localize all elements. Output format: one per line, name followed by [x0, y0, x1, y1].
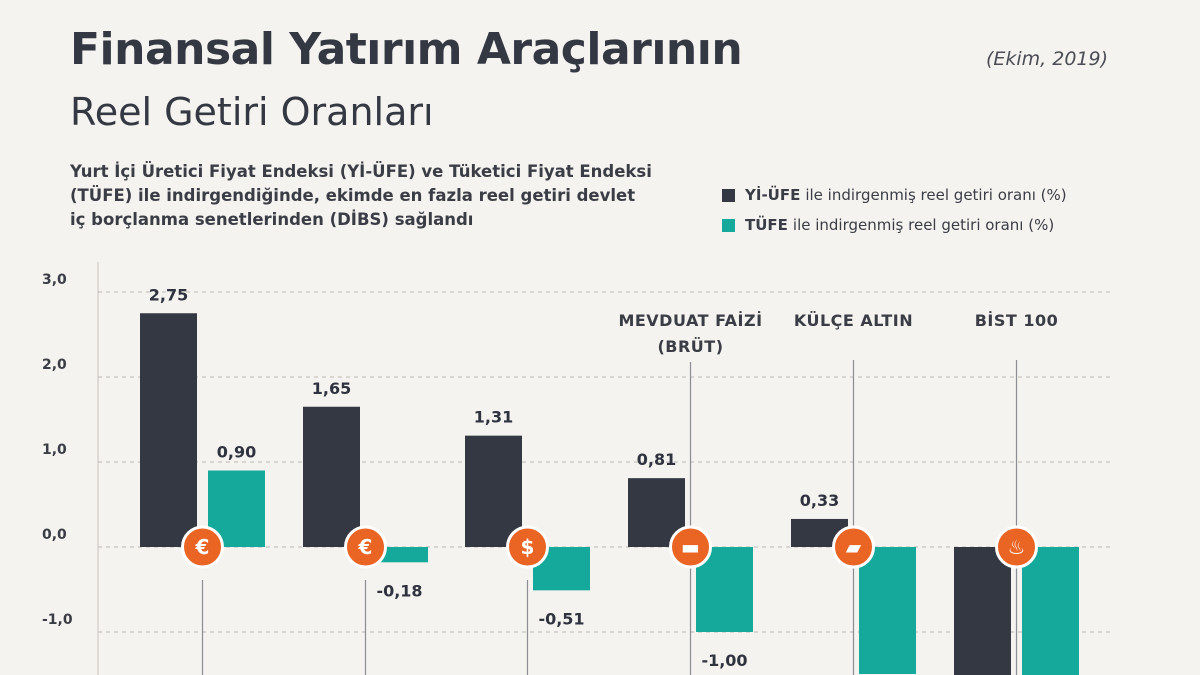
- euro-icon: [181, 525, 224, 569]
- date-label: (Ekim, 2019): [985, 48, 1108, 70]
- chart-title-line2: Reel Getiri Oranları: [70, 90, 434, 134]
- y-tick-label: 2,0: [42, 357, 67, 373]
- legend-text-tufe: ile indirgenmiş reel getiri oranı (%): [792, 216, 1055, 234]
- legend-item-tufe: TÜFE ile indirgenmiş reel getiri oranı (…: [722, 210, 1067, 240]
- data-label-tufe: -0,51: [538, 609, 584, 628]
- legend-swatch-yiufe: [722, 188, 735, 202]
- legend-item-yiufe: Yİ-ÜFE ile indirgenmiş reel getiri oranı…: [722, 180, 1067, 210]
- legend-text-yiufe: ile indirgenmiş reel getiri oranı (%): [805, 186, 1067, 204]
- data-label-tufe: -0,18: [376, 581, 422, 600]
- chart-subtitle: Yurt İçi Üretici Fiyat Endeksi (Yİ-ÜFE) …: [70, 162, 652, 229]
- legend: Yİ-ÜFE ile indirgenmiş reel getiri oranı…: [722, 180, 1067, 240]
- legend-key-tufe: TÜFE: [745, 216, 788, 234]
- category-label: KÜLÇE ALTIN: [794, 311, 913, 330]
- category-label: BİST 100: [975, 311, 1059, 330]
- bar-yiufe: [303, 406, 360, 547]
- legend-key-yiufe: Yİ-ÜFE: [745, 186, 801, 204]
- y-tick-label: 1,0: [42, 442, 67, 458]
- euro-icon: [344, 525, 387, 569]
- data-label-yiufe: 1,65: [312, 379, 351, 398]
- bar-yiufe: [140, 313, 197, 547]
- dollar-icon-glyph: $: [521, 535, 535, 559]
- bar-tufe: [1022, 547, 1079, 675]
- flame-icon: [995, 525, 1038, 569]
- gold-bars-icon: [832, 525, 875, 569]
- y-tick-label: 3,0: [42, 272, 67, 288]
- data-label-yiufe: 0,81: [637, 450, 676, 469]
- flame-icon-glyph: ♨: [1008, 535, 1026, 559]
- bar-yiufe: [465, 435, 522, 547]
- data-label-tufe: -1,00: [701, 651, 747, 670]
- data-label-yiufe: 2,75: [149, 285, 188, 304]
- y-tick-label: -1,0: [42, 612, 73, 628]
- legend-swatch-tufe: [722, 218, 735, 232]
- chart-title: Finansal Yatırım Araçlarının: [70, 24, 743, 75]
- bar-tufe: [859, 547, 916, 674]
- euro-icon-glyph: €: [358, 535, 373, 559]
- data-label-yiufe: 0,33: [800, 491, 839, 510]
- y-tick-label: 0,0: [42, 527, 67, 543]
- data-label-tufe: 0,90: [217, 443, 256, 462]
- category-label: (BRÜT): [657, 337, 723, 356]
- gold-bars-icon-glyph: ▰: [846, 535, 862, 559]
- data-label-yiufe: 1,31: [474, 408, 513, 427]
- category-label: MEVDUAT FAİZİ: [618, 311, 762, 330]
- banknote-icon-glyph: ▬: [681, 535, 700, 559]
- banknote-icon: [669, 525, 712, 569]
- dollar-icon: [506, 525, 549, 569]
- euro-icon-glyph: €: [195, 535, 210, 559]
- bar-yiufe: [954, 547, 1011, 675]
